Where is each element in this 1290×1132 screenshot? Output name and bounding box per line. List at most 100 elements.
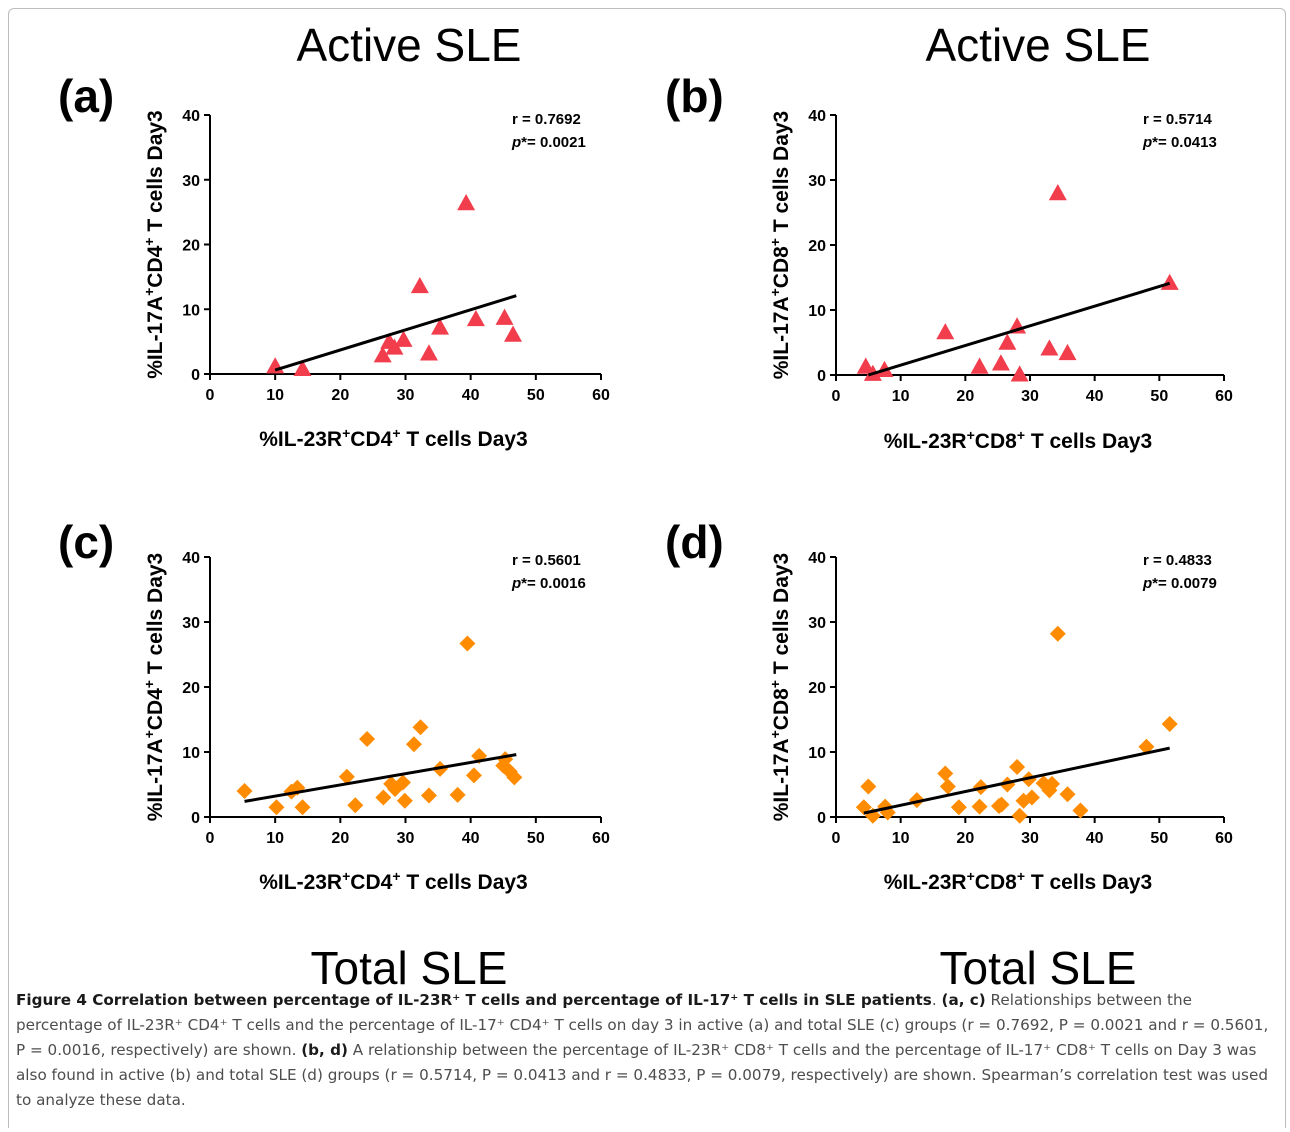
y-tick-label: 20 [182, 680, 200, 697]
data-point [1009, 758, 1026, 775]
data-point [993, 796, 1010, 813]
y-tick-label: 10 [808, 745, 826, 762]
data-point [394, 330, 413, 347]
stat-r: r = 0.5601 [512, 552, 581, 569]
data-point [373, 346, 392, 363]
x-tick-label: 0 [206, 387, 215, 404]
x-tick-label: 20 [331, 387, 349, 404]
data-point [359, 731, 376, 747]
x-tick-label: 50 [1150, 830, 1168, 847]
data-point [504, 325, 523, 342]
x-tick-label: 30 [1021, 388, 1039, 405]
regression-line [863, 746, 1170, 815]
y-tick-label: 0 [817, 810, 826, 827]
x-tick-label: 20 [331, 830, 349, 847]
data-point [268, 799, 285, 816]
data-point [420, 787, 437, 804]
data-point [506, 769, 523, 786]
data-point [1049, 625, 1066, 642]
y-tick-label: 0 [191, 810, 200, 827]
y-tick-label: 30 [182, 173, 200, 190]
title-total-left: Total SLE [310, 942, 508, 994]
data-point [1161, 716, 1178, 733]
x-tick-label: 0 [206, 830, 215, 847]
panel-label: (a) [58, 70, 114, 122]
x-tick-label: 50 [527, 387, 545, 404]
x-tick-label: 40 [462, 387, 480, 404]
data-point [1160, 273, 1179, 290]
y-tick-label: 10 [808, 303, 826, 320]
data-point [998, 333, 1017, 350]
data-point [459, 635, 476, 652]
panel-label: (c) [58, 516, 114, 568]
y-tick-label: 40 [182, 550, 200, 567]
title-active-left: Active SLE [296, 19, 522, 71]
y-axis-label: %IL-17A+CD8+ T cells Day3 [767, 111, 793, 380]
stat-r: r = 0.7692 [512, 111, 581, 128]
stat-r: r = 0.5714 [1143, 111, 1212, 128]
x-tick-label: 20 [956, 388, 974, 405]
y-tick-label: 20 [808, 238, 826, 255]
x-tick-label: 60 [592, 387, 610, 404]
x-tick-label: 40 [462, 830, 480, 847]
stat-p: p*= 0.0079 [1142, 575, 1217, 592]
x-tick-label: 0 [832, 830, 841, 847]
x-axis-label: %IL-23R+CD4+ T cells Day3 [259, 868, 528, 894]
caption-ac-text: Relationships between the percentage of … [16, 991, 1269, 1059]
data-point [971, 798, 988, 815]
y-tick-label: 0 [817, 368, 826, 385]
data-point [939, 778, 956, 795]
x-tick-label: 30 [397, 387, 415, 404]
data-point [1048, 184, 1067, 201]
data-point [936, 323, 955, 340]
title-total-right: Total SLE [939, 942, 1137, 994]
y-tick-label: 40 [182, 108, 200, 125]
y-axis-label: %IL-17A+CD4+ T cells Day3 [141, 553, 167, 822]
x-tick-label: 50 [527, 830, 545, 847]
regression-line [244, 753, 517, 803]
scatter-panel-c: 0 10 20 30 40 50 60 0 10 20 30 40 (c) %IL-23R+CD4+ T … [58, 516, 610, 894]
data-point [999, 776, 1016, 793]
data-point [347, 797, 364, 814]
x-tick-label: 60 [1215, 388, 1233, 405]
data-point [1043, 775, 1060, 792]
y-tick-label: 30 [808, 173, 826, 190]
caption-title: Figure 4 Correlation between percentage … [16, 991, 932, 1009]
x-tick-label: 10 [266, 387, 284, 404]
regression-line [867, 281, 1171, 377]
figure-frame [8, 8, 1286, 1128]
data-point [950, 799, 967, 816]
scatter-panel-b: 0 10 20 30 40 50 60 0 10 20 30 40 (b) %IL-23R+CD8+ T … [665, 70, 1233, 453]
x-tick-label: 40 [1086, 388, 1104, 405]
panel-label: (d) [665, 516, 724, 568]
data-point [1138, 738, 1155, 755]
data-point [431, 318, 450, 335]
x-tick-label: 0 [832, 388, 841, 405]
data-point [338, 768, 355, 785]
x-tick-label: 60 [1215, 830, 1233, 847]
data-point [1072, 802, 1089, 819]
data-point [1058, 343, 1077, 361]
data-point [457, 194, 476, 211]
stat-p: p*= 0.0413 [1142, 134, 1217, 151]
data-point [396, 792, 413, 809]
data-point [471, 747, 488, 764]
data-point [405, 736, 422, 753]
y-axis-label: %IL-17A+CD4+ T cells Day3 [141, 110, 167, 379]
y-tick-label: 20 [182, 238, 200, 255]
y-tick-label: 10 [182, 745, 200, 762]
data-point [1059, 786, 1076, 803]
stat-p: p*= 0.0021 [511, 134, 586, 151]
data-point [970, 357, 989, 374]
scatter-panel-d: 0 10 20 30 40 50 60 0 10 20 30 40 (d) %IL-23R+CD8+ T … [665, 516, 1233, 894]
data-point [294, 799, 311, 816]
x-tick-label: 10 [892, 830, 910, 847]
data-point [385, 338, 404, 355]
y-tick-label: 30 [808, 615, 826, 632]
y-tick-label: 40 [808, 550, 826, 567]
x-tick-label: 60 [592, 830, 610, 847]
data-point [1041, 782, 1058, 799]
stat-p: p*= 0.0016 [511, 575, 586, 592]
regression-line [274, 294, 517, 372]
data-point [266, 357, 285, 374]
